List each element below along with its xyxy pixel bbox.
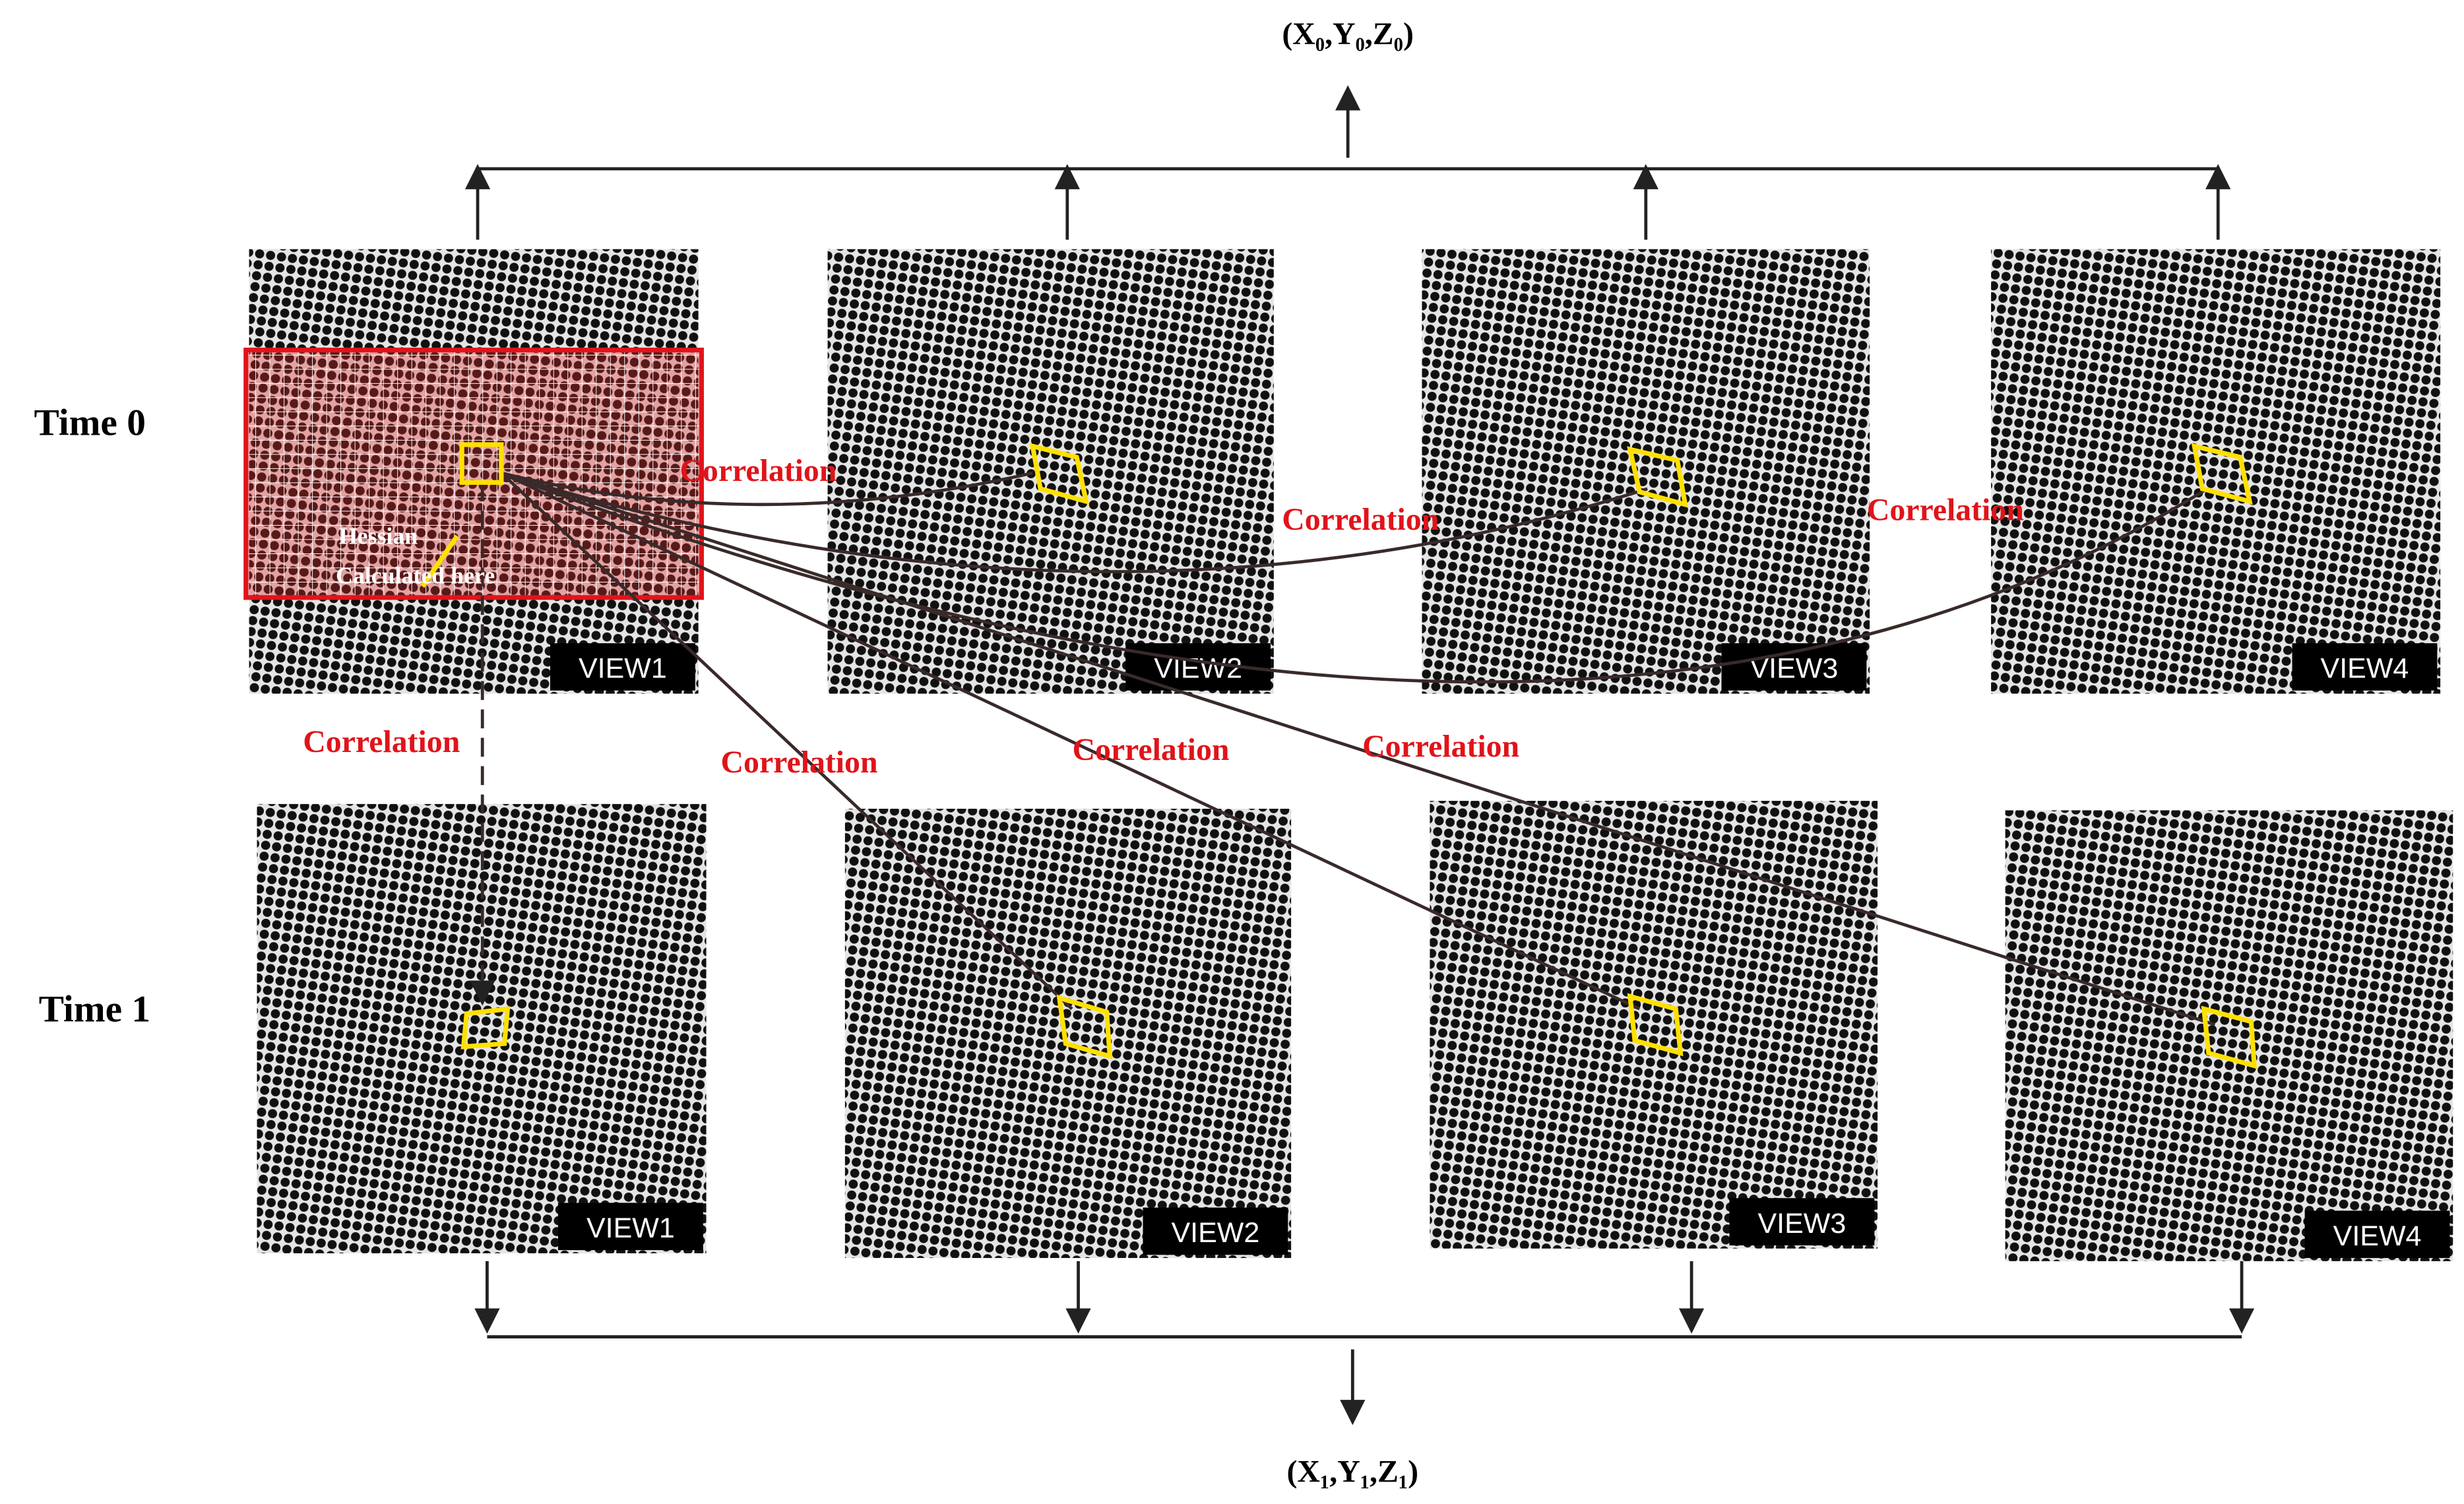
speckle-image (1430, 801, 1878, 1249)
correlation-label: Correlation (1072, 732, 1229, 767)
view-tag (2292, 643, 2438, 691)
view-tag (557, 1203, 703, 1251)
speckle-image (827, 249, 1274, 694)
view-label: VIEW4 (2333, 1220, 2422, 1252)
row-label: Time 0 (34, 402, 146, 444)
correlation-paths (420, 471, 2216, 1026)
correlation-label: Correlation (721, 745, 878, 780)
speckle-image (844, 809, 1292, 1259)
correlation-label: Correlation (1282, 502, 1439, 537)
connectors (464, 85, 2255, 1426)
row-label: Time 1 (39, 989, 150, 1030)
annotation: Calculated here (336, 562, 495, 588)
output-top: (X₀,Y₀,Z₀) (1282, 16, 1414, 51)
view-label: VIEW1 (586, 1212, 675, 1244)
speckle-image (2005, 810, 2453, 1261)
correlation-label: Correlation (679, 453, 837, 488)
correlation-label: Correlation (303, 724, 460, 759)
speckle-image (257, 803, 707, 1253)
output-bottom: (X₁,Y₁,Z₁) (1287, 1454, 1419, 1489)
view-tag (2304, 1210, 2450, 1259)
view-tag (550, 643, 695, 691)
speckle-image (1422, 249, 1870, 694)
correlation-label: Correlation (1867, 493, 2024, 528)
hessian-region (243, 348, 704, 600)
view-label: VIEW4 (2321, 653, 2409, 685)
correlation-label: Correlation (1362, 729, 1519, 764)
annotation: Hessian (339, 523, 418, 549)
view-label: VIEW1 (579, 653, 667, 685)
view-label: VIEW3 (1757, 1208, 1846, 1239)
subsets (459, 442, 2258, 1069)
view-tag (1143, 1207, 1288, 1255)
view-label: VIEW2 (1172, 1217, 1260, 1249)
speckle-image (1991, 249, 2441, 694)
view-tag (1729, 1198, 1875, 1245)
